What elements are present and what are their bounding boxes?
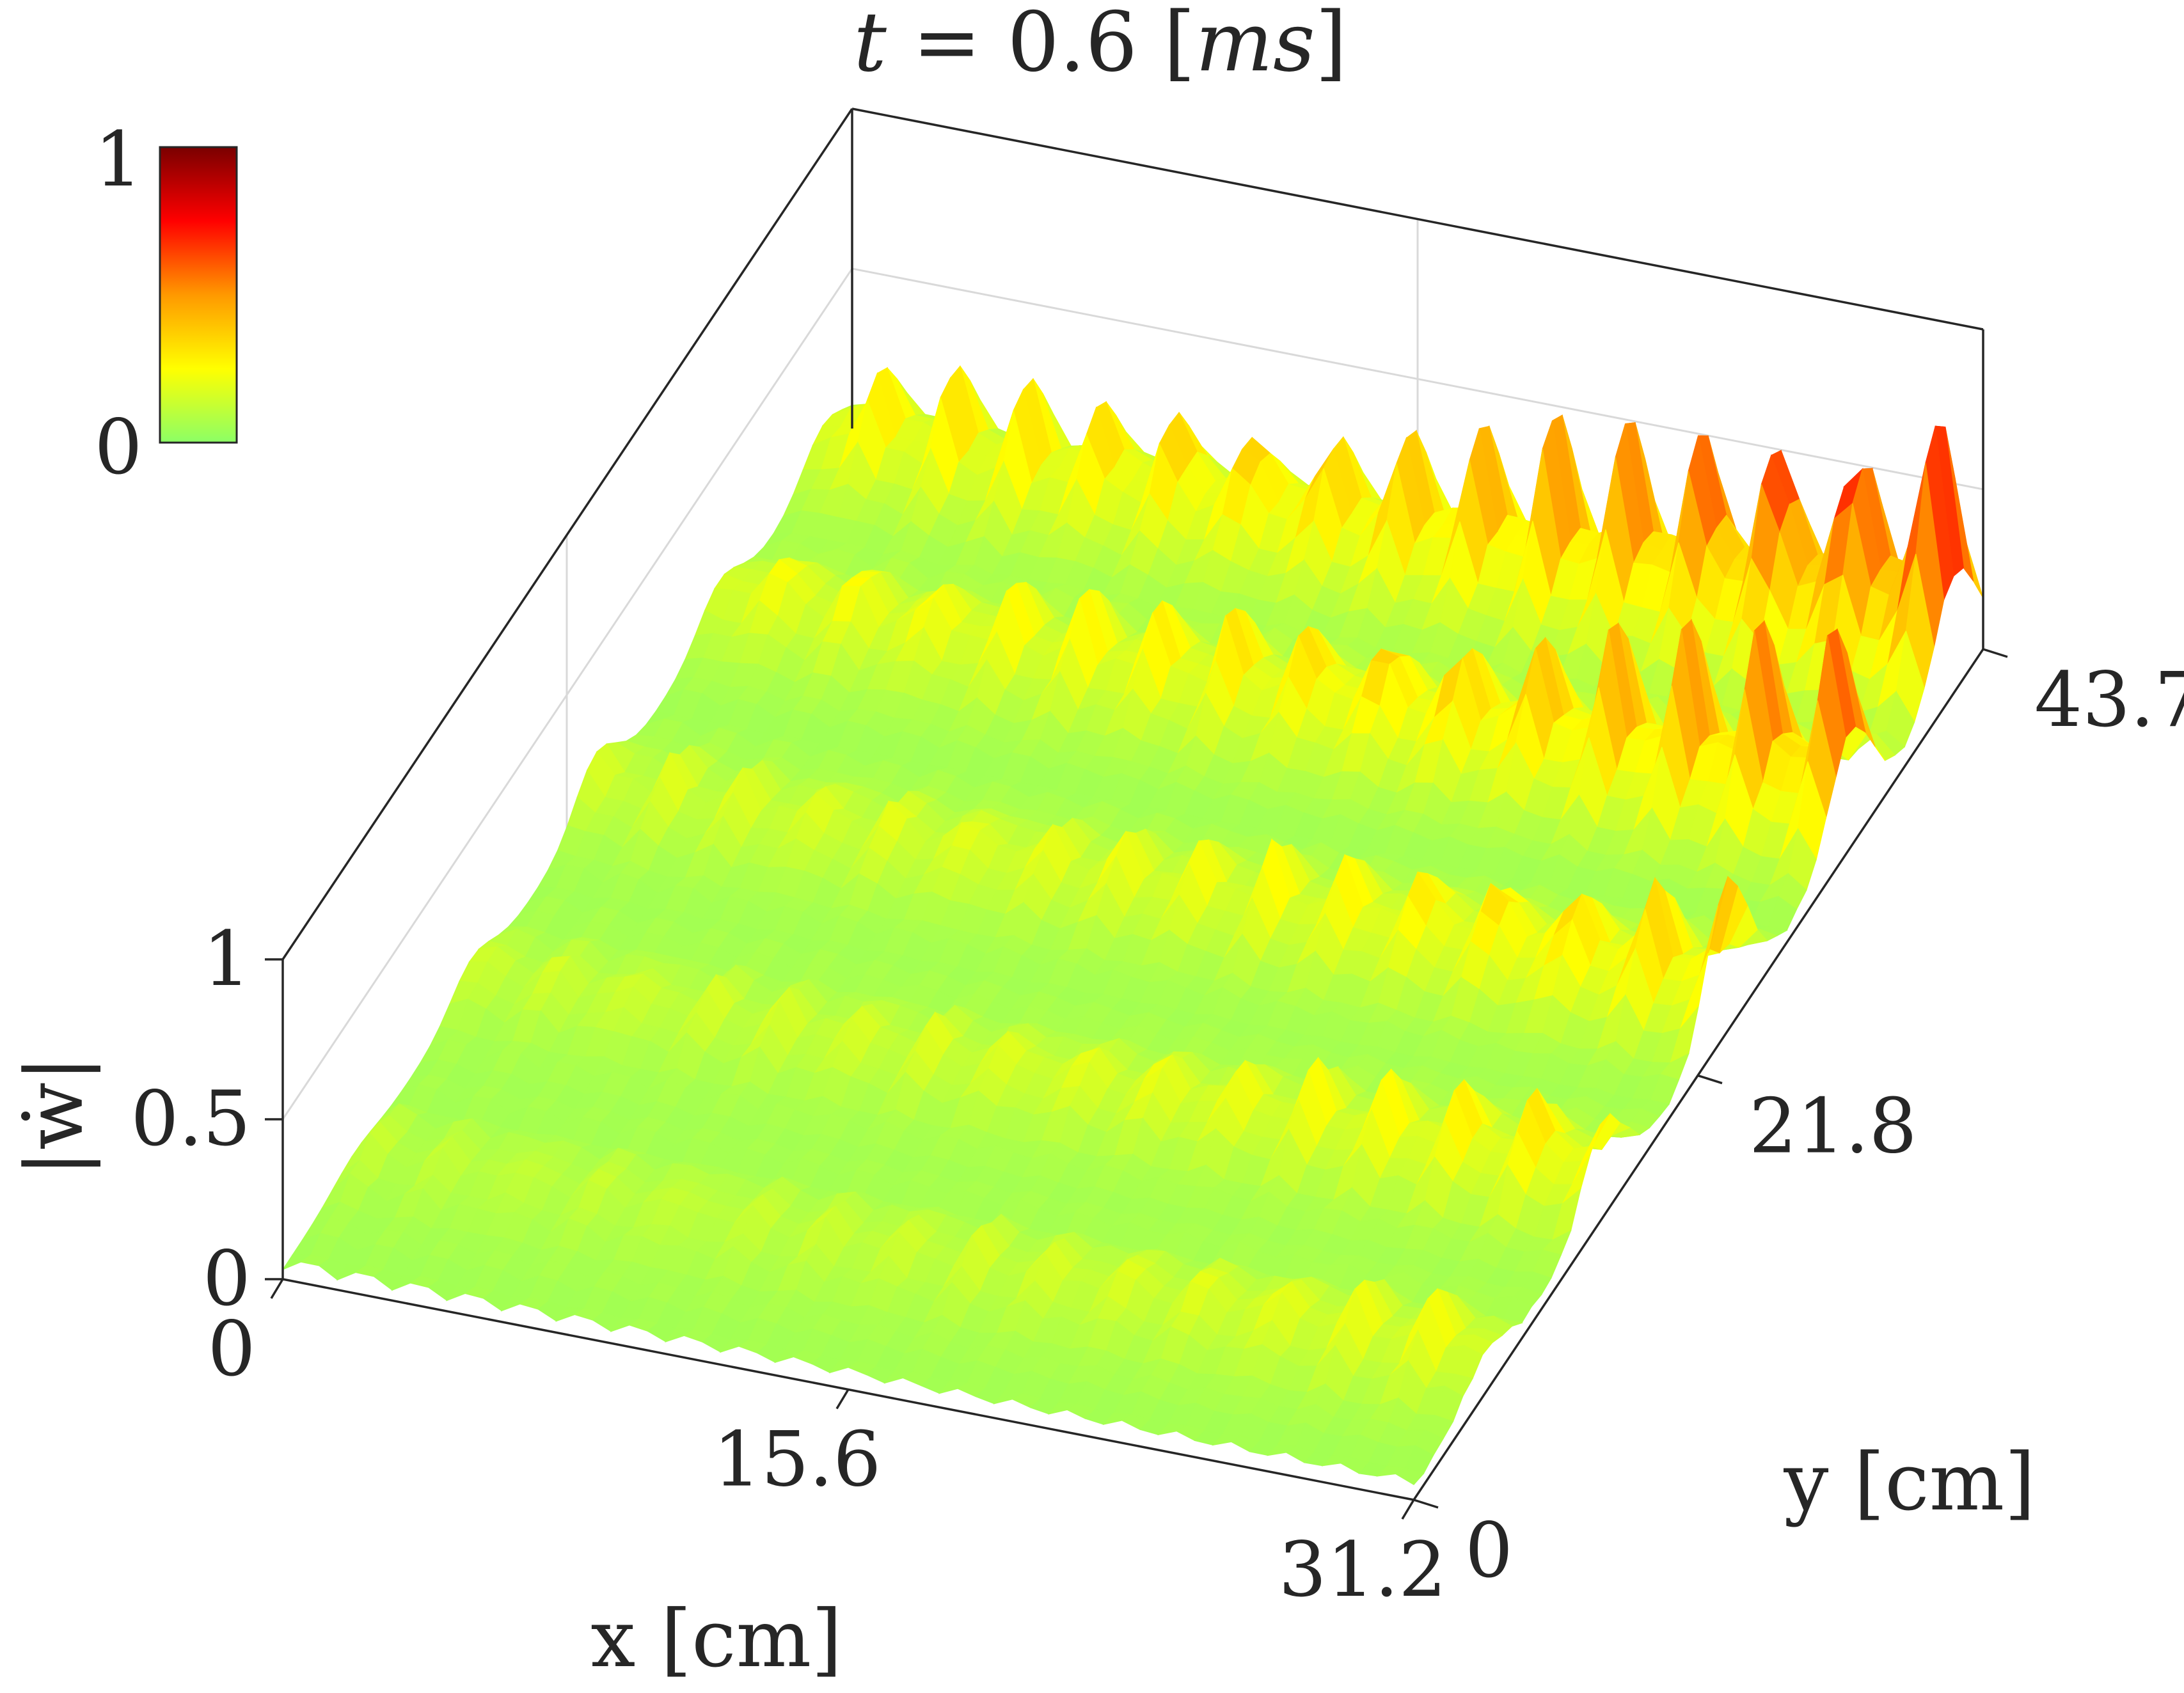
chart-title: t = 0.6 [ms] bbox=[853, 0, 1347, 90]
x-tick-mark bbox=[270, 1279, 284, 1299]
z-tick-label: 1 bbox=[203, 915, 251, 1003]
z-axis-label: |ẇ| bbox=[9, 1055, 101, 1177]
x-tick-mark bbox=[835, 1389, 850, 1410]
colorbar-min-label: 0 bbox=[94, 403, 142, 491]
y-tick-mark bbox=[1413, 1499, 1439, 1509]
z-tick-label: 0.5 bbox=[131, 1075, 251, 1163]
y-tick-label: 0 bbox=[1465, 1506, 1513, 1595]
y-tick-label: 21.8 bbox=[1749, 1082, 1917, 1170]
colorbar bbox=[159, 146, 238, 444]
x-tick-mark bbox=[1401, 1499, 1415, 1520]
x-tick-label: 15.6 bbox=[713, 1415, 882, 1504]
y-tick-label: 43.7 bbox=[2034, 656, 2184, 744]
surface bbox=[281, 365, 1984, 1485]
x-axis-label: x [cm] bbox=[590, 1593, 842, 1685]
colorbar-max-label: 1 bbox=[94, 115, 142, 203]
y-tick-mark bbox=[1697, 1074, 1723, 1085]
y-tick-mark bbox=[1982, 648, 2008, 658]
x-tick-label: 31.2 bbox=[1279, 1525, 1447, 1614]
y-axis-label: y [cm] bbox=[1783, 1437, 2035, 1529]
x-tick-label: 0 bbox=[207, 1305, 255, 1393]
